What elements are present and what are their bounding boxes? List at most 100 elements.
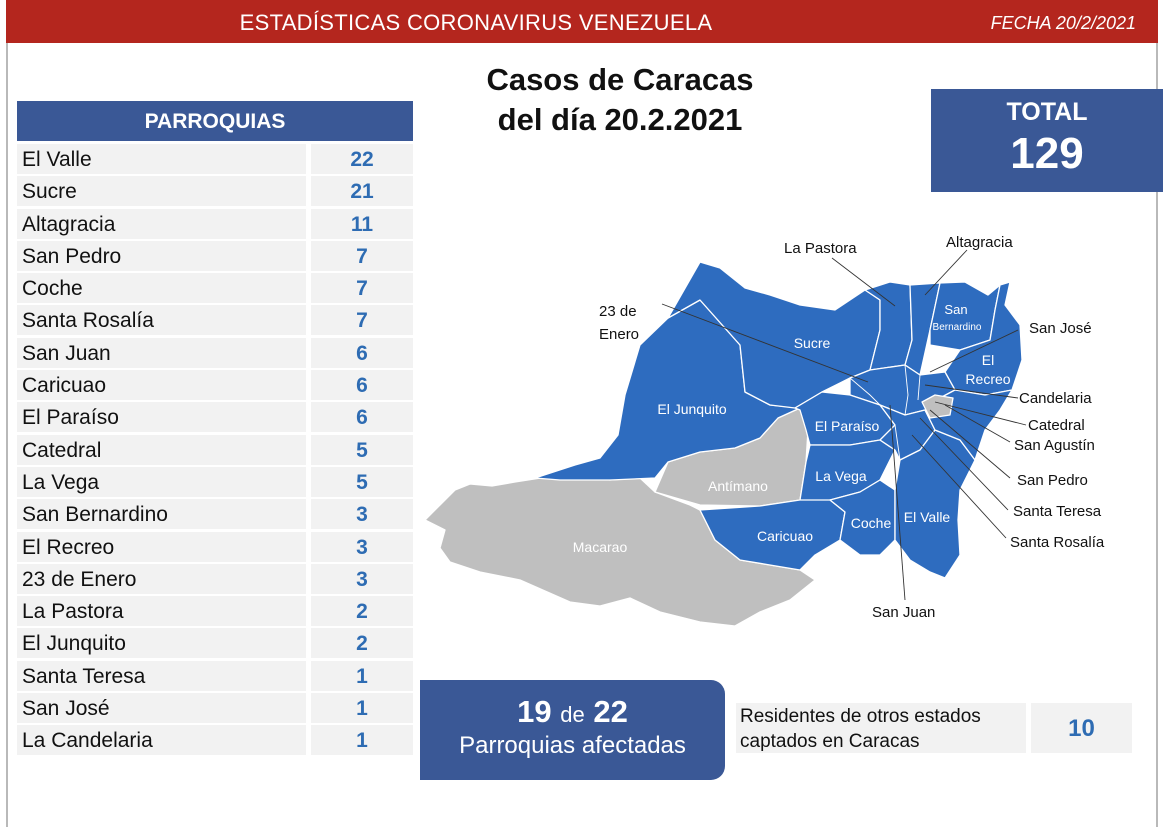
parroquia-cases: 7 [311, 305, 413, 336]
parroquia-cases: 2 [311, 628, 413, 659]
table-row: San Juan 6 [17, 337, 413, 368]
table-row: La Candelaria 1 [17, 725, 413, 756]
map-label-san-bernardino: San [944, 302, 967, 317]
parroquia-name: El Valle [17, 144, 306, 174]
parroquia-cases: 1 [311, 725, 413, 756]
header-bar: ESTADÍSTICAS CORONAVIRUS VENEZUELA FECHA… [6, 0, 1158, 43]
affected-count: 19 de 22 [420, 694, 725, 730]
affected-total: 22 [593, 694, 628, 729]
right-border [1156, 43, 1158, 827]
callout-23-de-enero: Enero [599, 326, 639, 343]
parroquia-cases: 11 [311, 208, 413, 239]
parroquia-name: San José [17, 693, 306, 724]
affected-label: Parroquias afectadas [459, 732, 686, 759]
parroquia-cases: 3 [311, 499, 413, 530]
parroquia-name: El Recreo [17, 531, 306, 562]
header-date: FECHA 20/2/2021 [990, 13, 1136, 33]
callout-san-jose: San José [1029, 320, 1092, 337]
parroquia-cases: 5 [311, 434, 413, 465]
table-row: San Pedro 7 [17, 240, 413, 271]
map-label-sucre: Sucre [794, 335, 831, 351]
parroquia-name: 23 de Enero [17, 563, 306, 594]
table-row: La Pastora 2 [17, 596, 413, 627]
affected-number: 19 [517, 694, 552, 729]
map-label-coche: Coche [851, 515, 892, 531]
total-box: TOTAL 129 [931, 89, 1163, 192]
parroquia-cases: 21 [311, 176, 413, 207]
parroquia-cases: 5 [311, 466, 413, 497]
header-title: ESTADÍSTICAS CORONAVIRUS VENEZUELA [239, 10, 713, 35]
parroquia-name: El Junquito [17, 628, 306, 659]
residents-label: Residentes de otros estados captados en … [736, 703, 1026, 753]
map-label-antimano: Antímano [708, 478, 768, 494]
map-label-macarao: Macarao [573, 539, 628, 555]
table-row: El Recreo 3 [17, 531, 413, 562]
parroquia-name: Altagracia [17, 208, 306, 239]
table-row: El Junquito 2 [17, 628, 413, 659]
parroquia-cases: 7 [311, 273, 413, 304]
map-label-el-recreo: El [982, 352, 994, 368]
callout-altagracia: Altagracia [946, 234, 1013, 251]
parroquia-name: La Pastora [17, 596, 306, 627]
parroquia-cases: 1 [311, 693, 413, 724]
region-coche [829, 479, 896, 556]
map-label-san-bernardino: Bernardino [933, 322, 982, 333]
parroquia-cases: 22 [311, 144, 413, 174]
parroquia-cases: 3 [311, 563, 413, 594]
parroquia-cases: 3 [311, 531, 413, 562]
callout-la-pastora: La Pastora [784, 240, 857, 257]
parroquia-name: Caricuao [17, 370, 306, 401]
parroquia-name: La Vega [17, 466, 306, 497]
callout-santa-teresa: Santa Teresa [1013, 503, 1102, 520]
callout-san-pedro: San Pedro [1017, 472, 1088, 489]
page-title-line: del día 20.2.2021 [497, 102, 743, 137]
total-label: TOTAL [1006, 98, 1088, 126]
map-label-la-vega: La Vega [815, 468, 867, 484]
parroquia-cases: 6 [311, 370, 413, 401]
callout-san-juan: San Juan [872, 604, 935, 621]
left-border [6, 43, 8, 827]
callout-santa-rosalia: Santa Rosalía [1010, 534, 1105, 551]
parroquia-cases: 1 [311, 660, 413, 691]
table-row: Santa Rosalía 7 [17, 305, 413, 336]
page-title-line: Casos de Caracas [486, 62, 754, 97]
table-row: Sucre 21 [17, 176, 413, 207]
parroquia-cases: 2 [311, 596, 413, 627]
page-title: Casos de Caracas del día 20.2.2021 [440, 60, 800, 140]
table-row: Santa Teresa 1 [17, 660, 413, 691]
map-label-el-paraiso: El Paraíso [815, 418, 880, 434]
map-label-el-valle: El Valle [904, 509, 951, 525]
parroquia-name: San Pedro [17, 240, 306, 271]
table-row: Altagracia 11 [17, 208, 413, 239]
parroquia-name: El Paraíso [17, 402, 306, 433]
parroquia-cases: 6 [311, 402, 413, 433]
parroquia-cases: 6 [311, 337, 413, 368]
total-value: 129 [1010, 129, 1084, 178]
parroquia-name: Santa Teresa [17, 660, 306, 691]
parroquia-cases: 7 [311, 240, 413, 271]
map-label-el-recreo: Recreo [965, 371, 1010, 387]
region-caricuao [699, 499, 846, 571]
affected-box: 19 de 22 Parroquias afectadas [420, 680, 725, 780]
table-row: 23 de Enero 3 [17, 563, 413, 594]
table-row: Catedral 5 [17, 434, 413, 465]
table-row: Coche 7 [17, 273, 413, 304]
parroquia-name: Catedral [17, 434, 306, 465]
table-row: San Bernardino 3 [17, 499, 413, 530]
callout-candelaria: Candelaria [1019, 390, 1092, 407]
table-row: La Vega 5 [17, 466, 413, 497]
parroquia-name: Coche [17, 273, 306, 304]
table-row: San José 1 [17, 693, 413, 724]
parroquia-name: La Candelaria [17, 725, 306, 756]
parroquia-name: Sucre [17, 176, 306, 207]
table-row: Caricuao 6 [17, 370, 413, 401]
callout-catedral: Catedral [1028, 417, 1085, 434]
table-row: El Paraíso 6 [17, 402, 413, 433]
map-label-el-junquito: El Junquito [657, 401, 726, 417]
callout-san-agustin: San Agustín [1014, 437, 1095, 454]
table-row: El Valle 22 [17, 144, 413, 174]
parroquias-table: El Valle 22 Sucre 21 Altagracia 11 San Pedro 7 C… [17, 144, 413, 758]
parroquia-name: San Juan [17, 337, 306, 368]
parroquia-name: Santa Rosalía [17, 305, 306, 336]
